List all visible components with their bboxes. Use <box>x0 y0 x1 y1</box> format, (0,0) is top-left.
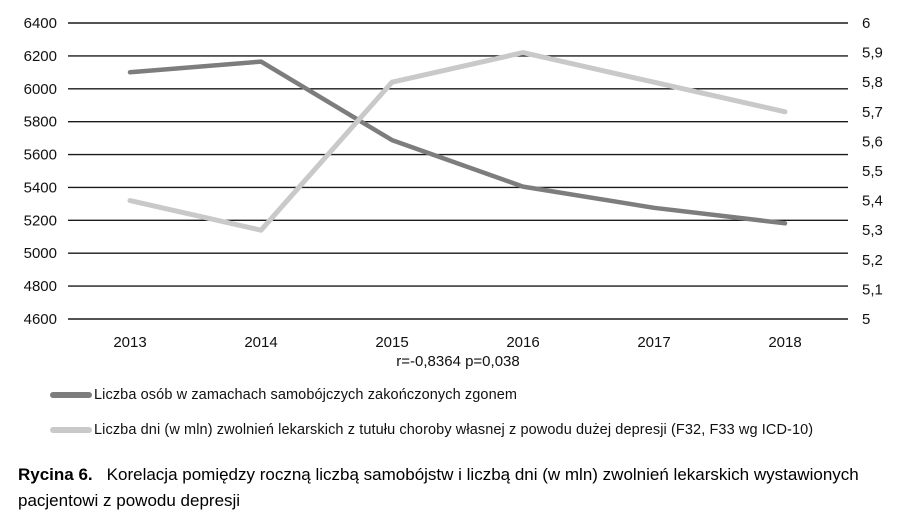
x-axis-tick-label: 2018 <box>768 334 801 351</box>
right-axis-tick-label: 5,7 <box>862 104 883 121</box>
figure-caption-text: Korelacja pomiędzy roczną liczbą samobój… <box>18 465 859 510</box>
right-axis-tick-label: 5,5 <box>862 163 883 180</box>
x-axis-tick-label: 2014 <box>244 334 277 351</box>
right-axis-tick-label: 5,9 <box>862 45 883 62</box>
right-axis-tick-label: 5,6 <box>862 133 883 150</box>
right-axis-tick-label: 6 <box>862 15 870 32</box>
right-axis-tick-label: 5 <box>862 311 870 328</box>
left-axis-tick-label: 6400 <box>24 15 57 32</box>
legend-item-suicides: Liczba osób w zamachach samobójczych zak… <box>50 385 890 405</box>
legend-item-sick-leave-days: Liczba dni (w mln) zwolnień lekarskich z… <box>50 420 890 440</box>
left-axis-tick-label: 5800 <box>24 114 57 131</box>
right-axis-tick-label: 5,8 <box>862 74 883 91</box>
series-line-sick-leave-days <box>127 50 788 233</box>
left-axis-tick-label: 5600 <box>24 147 57 164</box>
legend-label-suicides: Liczba osób w zamachach samobójczych zak… <box>94 387 518 403</box>
dual-axis-line-chart: 6400 6200 6000 5800 5600 5400 5200 5000 4800 4600… <box>24 15 883 351</box>
chart-legend: Liczba osób w zamachach samobójczych zak… <box>50 385 890 440</box>
left-axis-tick-label: 6000 <box>24 81 57 98</box>
legend-label-sick-leave-days: Liczba dni (w mln) zwolnień lekarskich z… <box>94 422 814 438</box>
series-line-suicides <box>127 59 788 226</box>
figure-caption: Rycina 6. Korelacja pomiędzy roczną liczb… <box>18 462 892 514</box>
left-axis-tick-label: 6200 <box>24 48 57 65</box>
x-axis-tick-label: 2016 <box>506 334 539 351</box>
x-axis-tick-label: 2017 <box>637 334 670 351</box>
left-axis-tick-label: 5400 <box>24 179 57 196</box>
correlation-annotation: r=-0,8364 p=0,038 <box>396 353 520 370</box>
left-axis-tick-label: 5000 <box>24 245 57 262</box>
legend-line-swatch-light-icon <box>50 427 92 433</box>
right-axis-tick-label: 5,4 <box>862 193 883 210</box>
right-axis-tick-label: 5,2 <box>862 252 883 269</box>
left-axis-tick-label: 4600 <box>24 311 57 328</box>
legend-line-swatch-dark-icon <box>50 392 92 398</box>
figure-caption-label: Rycina 6. <box>18 465 93 484</box>
right-axis-tick-label: 5,1 <box>862 281 883 298</box>
left-axis-tick-label: 5200 <box>24 212 57 229</box>
left-axis-tick-label: 4800 <box>24 278 57 295</box>
x-axis-tick-label: 2013 <box>113 334 146 351</box>
x-axis-tick-label: 2015 <box>375 334 408 351</box>
right-axis-tick-label: 5,3 <box>862 222 883 239</box>
